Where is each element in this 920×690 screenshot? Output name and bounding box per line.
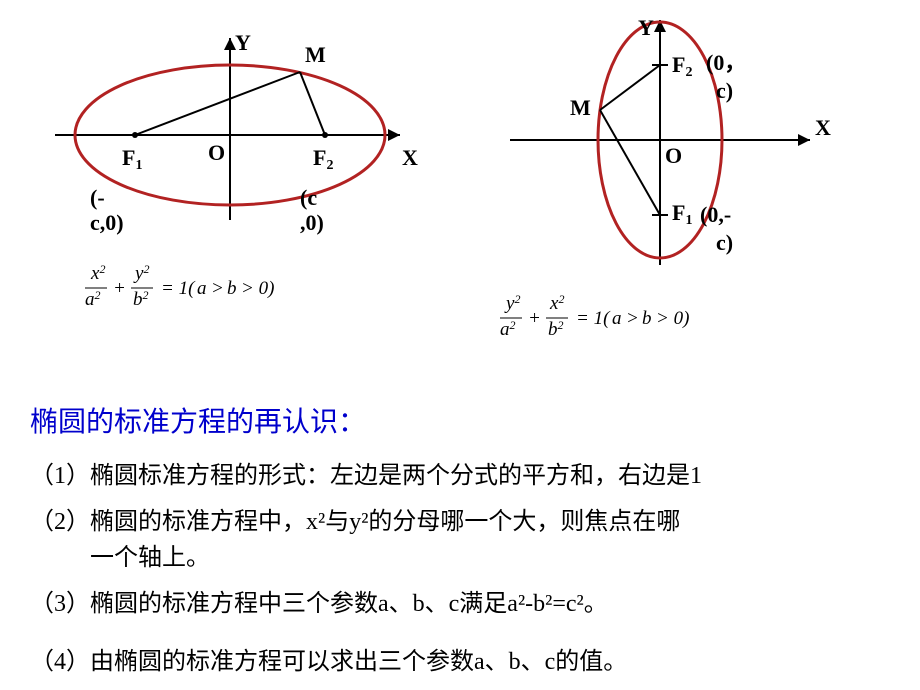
point-3: （3）椭圆的标准方程中三个参数a、b、c满足a²-b²=c²。 — [30, 586, 890, 622]
svg-text:= 1(: = 1( — [161, 278, 196, 299]
equation-left: x2 a2 + y2 b2 = 1( a > b > 0) — [85, 265, 485, 320]
label-X-r: X — [815, 115, 831, 140]
coord-f2r-a: (0， — [706, 50, 746, 75]
coord-f2-a: (c — [300, 185, 317, 210]
coord-f2r-b: c) — [716, 78, 733, 103]
svg-text:b: b — [227, 278, 237, 299]
label-Y-r: Y — [638, 20, 654, 40]
label-O: O — [208, 140, 225, 165]
label-M: M — [305, 42, 326, 67]
label-F1: F1 — [122, 145, 142, 173]
point-2: （2）椭圆的标准方程中，x²与y²的分母哪一个大，则焦点在哪 一个轴上。 — [30, 504, 890, 576]
section-title: 椭圆的标准方程的再认识： — [30, 400, 890, 440]
point-1: （1）椭圆标准方程的形式：左边是两个分式的平方和，右边是1 — [30, 458, 890, 494]
equation-right: y2 a2 + x2 b2 = 1( a > b > 0) — [500, 295, 880, 350]
svg-text:a: a — [612, 308, 622, 329]
svg-text:+: + — [113, 278, 126, 299]
eq-left-svg: x2 a2 + y2 b2 = 1( a > b > 0) — [85, 265, 345, 315]
coord-f2-b: ,0) — [300, 210, 324, 235]
point-2-line1: （2）椭圆的标准方程中，x²与y²的分母哪一个大，则焦点在哪 — [30, 509, 680, 535]
label-M-r: M — [570, 95, 591, 120]
coord-f1r-a: (0,- — [700, 202, 731, 227]
svg-text:+: + — [528, 308, 541, 329]
svg-text:>: > — [626, 308, 639, 329]
svg-text:= 1(: = 1( — [576, 308, 611, 329]
point-2-line2: 一个轴上。 — [30, 540, 210, 576]
coord-f1r-b: c) — [716, 230, 733, 255]
svg-text:> 0): > 0) — [656, 308, 689, 329]
diagram-horizontal-ellipse: Y M O X F1 F2 (- c,0) (c ,0) x2 a2 + y2 — [30, 20, 430, 370]
diagram-vertical-ellipse: Y M O X F1 F2 (0， c) (0,- c) y2 a2 + x2 — [490, 20, 870, 380]
label-Y: Y — [235, 30, 251, 55]
point-4: （4）由椭圆的标准方程可以求出三个参数a、b、c的值。 — [30, 644, 890, 680]
label-X: X — [402, 145, 418, 170]
label-F1-r: F1 — [672, 200, 692, 228]
eq-right-svg: y2 a2 + x2 b2 = 1( a > b > 0) — [500, 295, 760, 345]
diagrams-row: Y M O X F1 F2 (- c,0) (c ,0) x2 a2 + y2 — [30, 20, 890, 380]
svg-text:a: a — [197, 278, 207, 299]
label-F2-r: F2 — [672, 52, 692, 80]
svg-text:b: b — [642, 308, 652, 329]
coord-f1-a: (- — [90, 185, 105, 210]
svg-text:> 0): > 0) — [241, 278, 274, 299]
label-O-r: O — [665, 143, 682, 168]
svg-vertical: Y M O X F1 F2 (0， c) (0,- c) — [490, 20, 870, 320]
label-F2: F2 — [313, 145, 333, 173]
svg-text:>: > — [211, 278, 224, 299]
coord-f1-b: c,0) — [90, 210, 124, 235]
